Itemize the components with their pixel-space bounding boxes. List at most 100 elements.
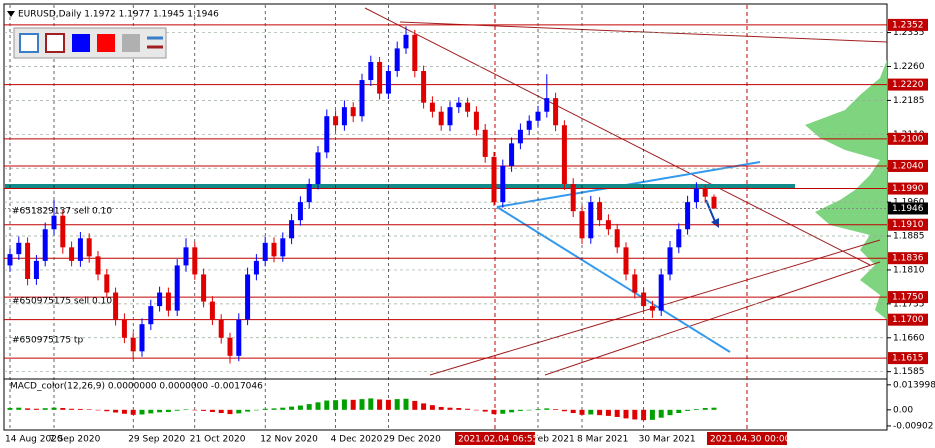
level-label: 1.1990: [892, 184, 924, 194]
menu-triangle[interactable]: [7, 11, 15, 17]
candle-body: [676, 229, 682, 248]
macd-bar: [649, 409, 655, 420]
candle-body: [324, 116, 330, 153]
candle-body: [500, 165, 506, 203]
y-tick-label: 1.2185: [893, 96, 925, 106]
macd-bar: [667, 409, 673, 416]
macd-bar: [341, 399, 347, 410]
macd-bar: [77, 408, 83, 410]
trend-line: [544, 261, 881, 376]
tool-button[interactable]: [122, 34, 140, 52]
candle-body: [702, 188, 708, 197]
candle-body: [315, 152, 321, 185]
candle-body: [438, 111, 444, 126]
candle-body: [174, 265, 180, 311]
level-label: 1.2100: [892, 134, 924, 144]
macd-bar: [148, 409, 154, 414]
candle-body: [368, 61, 374, 81]
trend-line: [429, 239, 881, 376]
macd-bar: [33, 408, 39, 410]
macd-bar: [632, 409, 638, 420]
macd-bar: [280, 407, 286, 410]
y-tick-label: 1.1585: [893, 367, 925, 377]
candle-body: [253, 260, 259, 275]
candle-body: [614, 229, 620, 248]
y-tick-label: -0.00902: [893, 421, 933, 431]
candle-body: [236, 319, 242, 356]
level-label: 1.1750: [892, 293, 924, 303]
candle-body: [201, 274, 207, 302]
candle-body: [262, 242, 268, 261]
candle-body: [623, 247, 629, 275]
zone-band: [5, 184, 795, 189]
order-label: #650975175 tp: [12, 336, 83, 346]
candle-body: [157, 292, 163, 307]
macd-bar: [526, 409, 532, 411]
tool-button[interactable]: [97, 34, 115, 52]
candle-body: [447, 107, 453, 126]
candle-body: [597, 202, 603, 221]
x-tick-label: Feb 2021: [533, 435, 575, 445]
macd-bar: [579, 409, 585, 415]
macd-bar: [412, 400, 418, 410]
level-label: 1.2352: [892, 20, 924, 30]
x-tick-label: 12 Nov 2020: [260, 435, 318, 445]
macd-bar: [289, 406, 295, 410]
y-tick-label: 0.013998: [893, 380, 935, 390]
candle-body: [218, 319, 224, 338]
candle-body: [394, 48, 400, 72]
y-tick-label: 1.1735: [893, 299, 925, 309]
macd-bar: [605, 409, 611, 416]
y-tick-label: 1.1810: [893, 265, 925, 275]
tool-button[interactable]: [72, 34, 90, 52]
macd-bar: [236, 409, 242, 414]
level-label-box: [888, 18, 928, 31]
macd-bar: [262, 408, 268, 410]
macd-bar: [253, 409, 259, 411]
tool-button[interactable]: [45, 33, 65, 53]
candle-body: [86, 238, 92, 257]
level-label: 1.2040: [892, 161, 924, 171]
macd-bar: [429, 405, 435, 410]
level-label-box: [888, 218, 928, 231]
macd-bar: [104, 409, 110, 412]
candle-body: [482, 129, 488, 157]
macd-bar: [60, 408, 66, 410]
tool-button[interactable]: [19, 33, 39, 53]
candle-body: [429, 102, 435, 112]
macd-bar: [385, 399, 391, 410]
macd-bar: [157, 409, 163, 413]
macd-bar: [51, 407, 57, 410]
macd-bar: [306, 404, 312, 410]
candle-body: [561, 125, 567, 185]
y-tick-label: 1.1660: [893, 333, 925, 343]
candle-body: [649, 306, 655, 311]
x-tick-label: 14 Aug 2020: [5, 435, 63, 445]
macd-bar: [297, 405, 303, 410]
candle-body: [192, 247, 198, 275]
order-label: #651829137 sell 0.10: [12, 207, 112, 217]
macd-bar: [641, 409, 647, 421]
macd-bar: [130, 409, 136, 415]
macd-bar: [491, 409, 497, 415]
macd-bar: [95, 409, 101, 411]
macd-bar: [113, 409, 119, 413]
candle-body: [130, 337, 136, 352]
candle-body: [403, 34, 409, 49]
candle-body: [95, 256, 101, 275]
level-label-box: [888, 291, 928, 304]
candle-body: [711, 196, 717, 209]
time-marker-label: 2021.02.04 06:55: [458, 435, 538, 445]
macd-bar: [42, 408, 48, 410]
candle-body: [227, 337, 233, 356]
candle-body: [456, 102, 462, 108]
candle-body: [658, 274, 664, 311]
level-label-box: [888, 159, 928, 172]
candle-body: [359, 80, 365, 117]
macd-bar: [350, 399, 356, 410]
current-price-box: [888, 202, 928, 215]
candle-body: [588, 202, 594, 239]
chart-title: EURUSD,Daily 1.1972 1.1977 1.1945 1.1946: [18, 10, 219, 20]
candle-body: [51, 215, 57, 230]
volume-profile: [805, 60, 887, 320]
